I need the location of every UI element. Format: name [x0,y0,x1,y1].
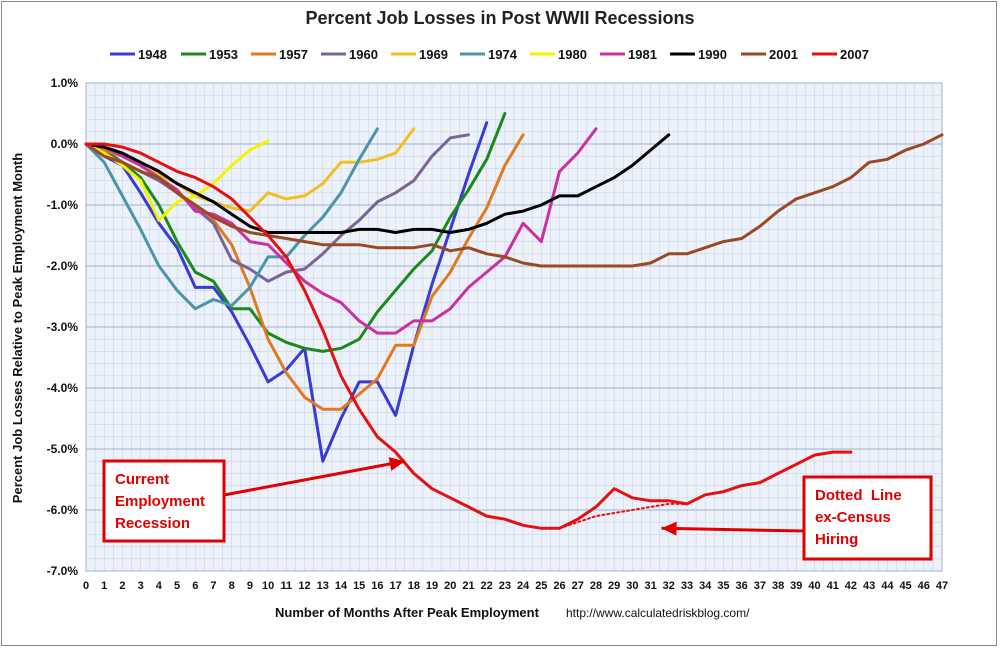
legend-label-1981: 1981 [628,47,657,62]
x-tick-label: 13 [317,580,329,592]
annotation-text-ex-census-note: ex-Census [815,509,891,526]
legend-label-1980: 1980 [558,47,587,62]
x-tick-label: 44 [881,580,894,592]
x-tick-label: 29 [608,580,620,592]
x-tick-label: 45 [899,580,911,592]
annotation-text-current-recession: Recession [115,515,190,532]
x-tick-label: 2 [119,580,125,592]
y-axis-title: Percent Job Losses Relative to Peak Empl… [10,153,25,503]
annotation-arrow-ex-census-note [661,526,805,533]
y-tick-label: -6.0% [47,503,79,517]
x-tick-label: 26 [553,580,565,592]
series-line-2001 [84,133,944,268]
series-line-1990 [84,133,671,234]
annotation-box-ex-census-note [802,475,933,561]
x-tick-label: 0 [83,580,89,592]
x-tick-label: 33 [681,580,693,592]
annotation-box-current-recession [102,459,226,543]
x-tick-label: 15 [353,580,365,592]
x-tick-label: 8 [229,580,235,592]
x-tick-label: 1 [101,580,107,592]
x-tick-label: 5 [174,580,180,592]
series-line-1981 [84,127,598,335]
x-tick-label: 41 [827,580,839,592]
legend: 1948 1953 1957 1960 1969 1974 1980 1981 1990 2001… [110,47,869,62]
annotation-arrowhead-current-recession [388,457,405,471]
x-tick-label: 23 [499,580,511,592]
x-tick-label: 3 [138,580,144,592]
x-tick-label: 32 [663,580,675,592]
legend-label-1957: 1957 [279,47,308,62]
annotations: Current Employment Recession Dotted Line ex-… [102,457,933,561]
x-tick-label: 28 [590,580,602,592]
x-tick-label: 18 [408,580,420,592]
x-tick-label: 6 [192,580,198,592]
y-tick-label: -1.0% [47,198,79,212]
y-tick-label: -3.0% [47,320,79,334]
source-url: http://www.calculatedriskblog.com/ [566,606,750,620]
x-tick-label: 42 [845,580,857,592]
x-tick-label: 9 [247,580,253,592]
y-tick-label: -4.0% [47,381,79,395]
x-tick-label: 43 [863,580,875,592]
x-tick-label: 17 [389,580,401,592]
y-tick-label: -2.0% [47,259,79,273]
series-line-2007 [84,142,853,530]
y-tick-label: 0.0% [51,137,79,151]
legend-label-1990: 1990 [698,47,727,62]
x-tick-label: 22 [481,580,493,592]
x-tick-label: 34 [699,580,712,592]
x-tick-label: 30 [626,580,638,592]
x-tick-label: 47 [936,580,948,592]
annotation-text-ex-census-note: Dotted Line [815,487,902,504]
x-tick-label: 24 [517,580,530,592]
x-tick-label: 20 [444,580,456,592]
plot-area: 1.0% 0.0% -1.0% -2.0% -3.0% -4.0% -5.0% -6.0% -7… [47,76,948,592]
y-tick-label: -5.0% [47,442,79,456]
x-tick-label: 36 [736,580,748,592]
legend-label-1969: 1969 [419,47,448,62]
legend-label-1953: 1953 [209,47,238,62]
x-tick-label: 4 [156,580,163,592]
x-tick-label: 25 [535,580,547,592]
x-tick-label: 10 [262,580,274,592]
x-tick-label: 21 [462,580,474,592]
x-tick-label: 46 [918,580,930,592]
legend-label-2007: 2007 [840,47,869,62]
annotation-arrow-current-recession [223,459,405,497]
annotation-text-current-recession: Employment [115,493,205,510]
x-tick-label: 37 [754,580,766,592]
x-tick-label: 39 [790,580,802,592]
y-tick-label: 1.0% [51,76,79,90]
y-tick-label: -7.0% [47,564,79,578]
x-tick-label: 19 [426,580,438,592]
annotation-text-ex-census-note: Hiring [815,531,858,548]
x-tick-label: 12 [298,580,310,592]
series-lines [84,112,944,530]
legend-label-1974: 1974 [488,47,518,62]
legend-label-1948: 1948 [138,47,167,62]
x-axis-title: Number of Months After Peak Employment [275,605,540,620]
x-tick-label: 38 [772,580,784,592]
x-tick-label: 11 [281,580,293,592]
x-tick-label: 7 [210,580,216,592]
x-tick-label: 16 [371,580,383,592]
chart-title: Percent Job Losses in Post WWII Recessio… [305,8,694,28]
legend-label-2001: 2001 [769,47,798,62]
annotation-arrowhead-ex-census-note [661,521,677,536]
x-tick-label: 40 [808,580,820,592]
legend-label-1960: 1960 [349,47,378,62]
x-tick-label: 31 [644,580,656,592]
series-line-dotted-ex-census [558,502,688,530]
annotation-text-current-recession: Current [115,471,169,488]
x-tick-label: 14 [335,580,348,592]
series-line-1974 [84,127,379,311]
x-tick-label: 35 [717,580,729,592]
x-tick-label: 27 [572,580,584,592]
major-grid [86,82,942,572]
